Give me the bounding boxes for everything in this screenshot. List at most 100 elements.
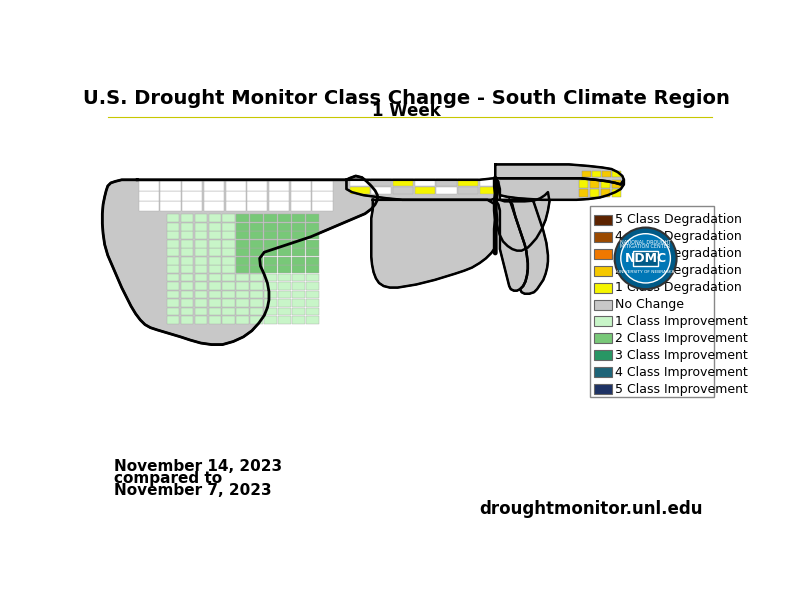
Bar (592, 172, 601, 177)
Bar (634, 251, 658, 266)
Bar (306, 240, 318, 248)
Bar (166, 274, 179, 281)
Bar (226, 202, 246, 211)
Bar (222, 257, 235, 265)
Bar (209, 265, 221, 273)
Bar (138, 191, 159, 200)
Bar (194, 248, 207, 256)
Bar (278, 265, 290, 273)
Bar (166, 299, 179, 307)
Bar (612, 172, 621, 177)
Bar (269, 202, 289, 211)
Bar (181, 274, 193, 281)
Bar (166, 248, 179, 256)
Bar (306, 282, 318, 290)
Text: 4 Class Degradation: 4 Class Degradation (615, 230, 742, 243)
Bar (250, 290, 262, 298)
Bar (278, 274, 290, 281)
Bar (194, 240, 207, 248)
Bar (590, 206, 714, 397)
Bar (237, 257, 249, 265)
Bar (209, 223, 221, 230)
Bar (306, 290, 318, 298)
Bar (181, 265, 193, 273)
Text: 1 Week: 1 Week (372, 102, 441, 120)
Bar (222, 265, 235, 273)
Bar (194, 214, 207, 222)
Bar (209, 316, 221, 324)
Bar (264, 248, 277, 256)
Bar (138, 181, 159, 191)
Bar (222, 214, 235, 222)
Bar (312, 191, 333, 200)
Bar (594, 266, 611, 275)
Bar (579, 180, 588, 187)
Bar (436, 179, 457, 186)
Bar (306, 299, 318, 307)
Bar (414, 187, 435, 194)
Bar (458, 179, 478, 186)
Bar (237, 299, 249, 307)
Bar (181, 299, 193, 307)
Bar (292, 308, 305, 316)
Bar (602, 172, 610, 177)
Bar (264, 282, 277, 290)
Bar (194, 290, 207, 298)
Bar (181, 290, 193, 298)
Bar (247, 191, 267, 200)
Text: droughtmonitor.unl.edu: droughtmonitor.unl.edu (480, 500, 703, 518)
Bar (181, 316, 193, 324)
Bar (594, 232, 611, 242)
Bar (582, 172, 590, 177)
Bar (278, 257, 290, 265)
Text: NDMC: NDMC (625, 252, 666, 265)
Bar (209, 299, 221, 307)
Bar (278, 282, 290, 290)
Bar (278, 248, 290, 256)
Bar (278, 214, 290, 222)
Circle shape (614, 227, 677, 289)
Text: 5 Class Degradation: 5 Class Degradation (615, 214, 742, 226)
Bar (166, 257, 179, 265)
Bar (278, 240, 290, 248)
Bar (306, 308, 318, 316)
Bar (247, 181, 267, 191)
Bar (166, 214, 179, 222)
Bar (264, 308, 277, 316)
Bar (250, 223, 262, 230)
Bar (237, 240, 249, 248)
Bar (161, 181, 181, 191)
Bar (292, 214, 305, 222)
Bar (292, 299, 305, 307)
Text: 4 Class Improvement: 4 Class Improvement (615, 366, 748, 379)
Bar (278, 223, 290, 230)
Bar (594, 334, 611, 343)
Bar (237, 316, 249, 324)
Bar (181, 223, 193, 230)
Bar (480, 179, 500, 186)
Bar (264, 316, 277, 324)
Bar (237, 223, 249, 230)
Bar (209, 257, 221, 265)
Bar (166, 308, 179, 316)
Bar (269, 191, 289, 200)
Bar (237, 290, 249, 298)
Bar (194, 274, 207, 281)
Bar (611, 180, 621, 187)
Text: compared to: compared to (114, 471, 222, 486)
Polygon shape (102, 176, 378, 344)
Bar (222, 274, 235, 281)
Text: November 14, 2023: November 14, 2023 (114, 459, 282, 474)
Bar (166, 290, 179, 298)
Polygon shape (495, 200, 528, 290)
Bar (222, 223, 235, 230)
Bar (264, 274, 277, 281)
Bar (292, 274, 305, 281)
Bar (594, 215, 611, 225)
Bar (594, 384, 611, 394)
Bar (138, 202, 159, 211)
Bar (166, 240, 179, 248)
Text: U.S. Drought Monitor Class Change - South Climate Region: U.S. Drought Monitor Class Change - Sout… (82, 89, 730, 108)
Polygon shape (346, 178, 498, 200)
Bar (458, 187, 478, 194)
